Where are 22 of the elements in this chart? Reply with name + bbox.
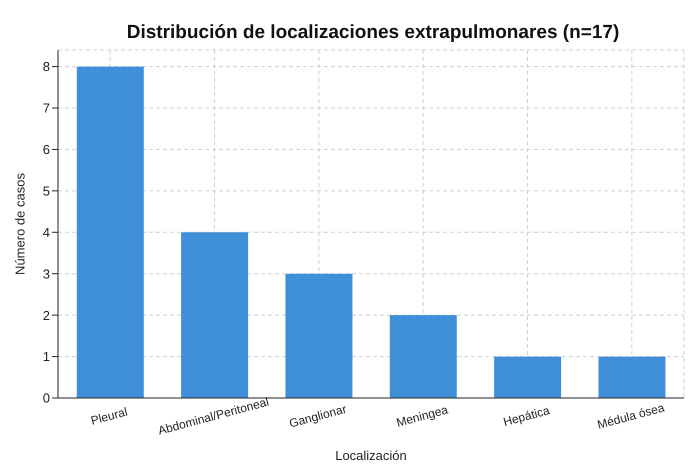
y-tick-label: 3	[42, 266, 50, 282]
x-tick-label: Pleural	[89, 404, 129, 428]
x-tick-label: Médula ósea	[596, 400, 666, 432]
y-tick-label: 4	[42, 224, 50, 240]
x-tick-label: Hepática	[502, 403, 552, 430]
y-tick-label: 5	[42, 183, 50, 198]
y-axis-title: Número de casos	[12, 172, 28, 275]
y-tick-label: 7	[42, 100, 50, 116]
y-tick-label: 6	[42, 142, 50, 158]
bar	[285, 274, 352, 398]
bar	[598, 356, 666, 398]
y-tick-label: 0	[42, 390, 50, 406]
bar	[181, 232, 248, 398]
chart-title: Distribución de localizaciones extrapulmonares (n=17)	[126, 22, 620, 44]
x-tick-label: Meningea	[394, 402, 450, 430]
y-tick-label: 2	[42, 308, 50, 323]
bar	[76, 66, 144, 398]
y-tick-label: 1	[42, 349, 50, 364]
bar	[494, 356, 562, 398]
y-tick-label: 8	[42, 59, 50, 74]
bar	[390, 315, 457, 398]
x-axis-title: Localización	[335, 448, 407, 463]
